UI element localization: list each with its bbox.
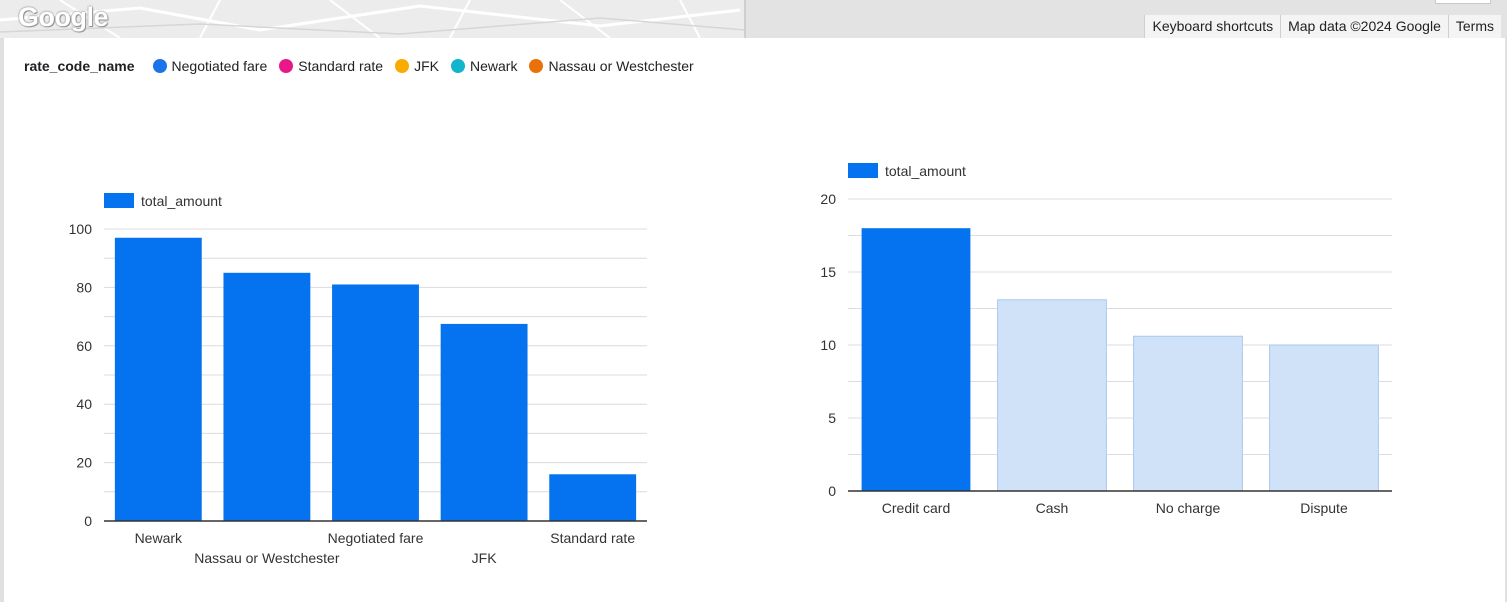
x-tick-label: Standard rate: [550, 530, 635, 546]
rate-code-bar-chart: 0 20 40 60 80 100 Newark Nassau or Westchester N…: [69, 193, 647, 566]
payment-type-bar-chart: 0 5 10 15 20 Credit card Cash No charge Dispute t…: [820, 163, 1392, 516]
map-data-credit: Map data ©2024 Google: [1280, 15, 1448, 38]
x-tick-label: Cash: [1036, 500, 1069, 516]
terms-link[interactable]: Terms: [1447, 15, 1501, 38]
map-attribution-bar: Keyboard shortcuts Map data ©2024 Google…: [1144, 15, 1501, 38]
x-tick-label: No charge: [1156, 500, 1221, 516]
legend-item-label: JFK: [414, 58, 439, 74]
legend-label: total_amount: [141, 193, 222, 209]
legend-dot-icon: [450, 59, 465, 73]
x-tick-label: Nassau or Westchester: [194, 550, 340, 566]
bar[interactable]: [332, 284, 419, 521]
y-tick-label: 0: [828, 483, 836, 499]
y-tick-label: 10: [820, 337, 836, 353]
legend-swatch: [104, 193, 134, 208]
x-tick-label: Dispute: [1300, 500, 1348, 516]
y-tick-label: 100: [69, 221, 93, 237]
frame-right-border: [1505, 0, 1507, 602]
y-tick-label: 20: [820, 191, 836, 207]
legend-item-label: Negotiated fare: [171, 58, 268, 74]
legend-dot-icon: [395, 59, 410, 73]
frame-left-border: [0, 0, 4, 602]
bar[interactable]: [114, 237, 202, 521]
y-tick-label: 80: [76, 279, 92, 295]
y-tick-label: 40: [76, 396, 92, 412]
legend-item-label: Standard rate: [298, 58, 384, 74]
y-tick-label: 20: [76, 455, 92, 471]
legend-title: rate_code_name: [24, 58, 135, 74]
legend-swatch: [848, 163, 878, 178]
map-control-button[interactable]: [1435, 0, 1491, 4]
map-view[interactable]: Google Keyboard shortcuts Map data ©2024…: [0, 0, 1507, 38]
legend-item-standard-rate[interactable]: Standard rate: [279, 58, 383, 74]
keyboard-shortcuts-link[interactable]: Keyboard shortcuts: [1144, 15, 1281, 38]
map-roads: [0, 0, 1507, 38]
legend-item-label: Newark: [469, 58, 518, 74]
bar[interactable]: [440, 323, 528, 521]
x-tick-label: Negotiated fare: [328, 530, 424, 546]
legend-dot-icon: [279, 59, 294, 73]
bar[interactable]: [1269, 344, 1379, 492]
x-tick-label: JFK: [472, 550, 498, 566]
x-tick-label: Newark: [135, 530, 183, 546]
legend-dot-icon: [152, 59, 167, 73]
legend-item-nassau-westchester[interactable]: Nassau or Westchester: [529, 58, 694, 74]
y-tick-label: 60: [76, 338, 92, 354]
legend-item-negotiated-fare[interactable]: Negotiated fare: [152, 58, 268, 74]
legend-label: total_amount: [885, 163, 966, 179]
bar[interactable]: [997, 299, 1107, 492]
rate-code-legend: rate_code_name Negotiated fare Standard …: [24, 58, 706, 74]
bar[interactable]: [549, 474, 637, 521]
legend-item-jfk[interactable]: JFK: [395, 58, 439, 74]
y-tick-label: 5: [828, 410, 836, 426]
bar[interactable]: [861, 228, 971, 491]
legend-item-label: Nassau or Westchester: [548, 58, 694, 74]
google-logo: Google: [18, 2, 109, 32]
bar[interactable]: [1133, 335, 1243, 492]
y-tick-label: 0: [84, 513, 92, 529]
legend-item-newark[interactable]: Newark: [450, 58, 518, 74]
legend-dot-icon: [529, 59, 544, 73]
y-tick-label: 15: [820, 264, 836, 280]
bar[interactable]: [223, 272, 311, 521]
x-tick-label: Credit card: [882, 500, 950, 516]
